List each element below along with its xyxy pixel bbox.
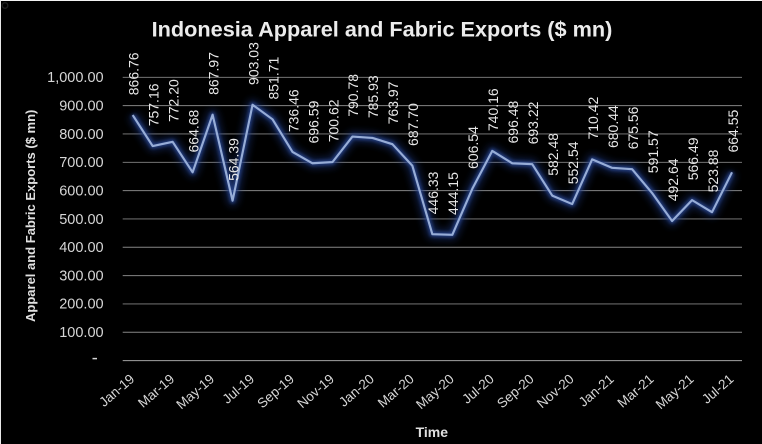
svg-text:740.16: 740.16 — [485, 88, 501, 131]
svg-text:492.64: 492.64 — [665, 158, 681, 201]
svg-text:1,000.00: 1,000.00 — [47, 70, 103, 86]
svg-text:696.48: 696.48 — [505, 100, 521, 143]
svg-text:785.93: 785.93 — [365, 75, 381, 118]
svg-text:800.00: 800.00 — [59, 127, 103, 143]
svg-text:100.00: 100.00 — [59, 325, 103, 341]
svg-text:664.55: 664.55 — [725, 109, 741, 152]
svg-text:687.70: 687.70 — [405, 103, 421, 146]
svg-text:867.97: 867.97 — [205, 52, 221, 95]
svg-text:710.42: 710.42 — [585, 97, 601, 140]
svg-text:Indonesia Apparel and Fabric E: Indonesia Apparel and Fabric Exports ($ … — [152, 16, 613, 41]
svg-text:446.33: 446.33 — [425, 171, 441, 214]
svg-text:606.54: 606.54 — [465, 126, 481, 169]
svg-text:564.39: 564.39 — [225, 138, 241, 181]
svg-text:552.54: 552.54 — [565, 141, 581, 184]
svg-text:696.59: 696.59 — [305, 100, 321, 143]
svg-text:790.78: 790.78 — [345, 74, 361, 117]
svg-text:Apparel and Fabric Exports ($: Apparel and Fabric Exports ($ mn) — [23, 110, 38, 322]
svg-text:566.49: 566.49 — [685, 137, 701, 180]
svg-text:736.46: 736.46 — [285, 89, 301, 132]
svg-text:903.03: 903.03 — [245, 42, 261, 85]
svg-text:300.00: 300.00 — [59, 268, 103, 284]
svg-text:763.97: 763.97 — [385, 81, 401, 124]
svg-text:772.20: 772.20 — [165, 79, 181, 122]
svg-text:600.00: 600.00 — [59, 183, 103, 199]
svg-text:900.00: 900.00 — [59, 98, 103, 114]
svg-text:591.57: 591.57 — [645, 130, 661, 173]
svg-text:700.62: 700.62 — [325, 99, 341, 142]
svg-text:200.00: 200.00 — [59, 297, 103, 313]
svg-text:851.71: 851.71 — [265, 56, 281, 99]
svg-text:675.56: 675.56 — [625, 106, 641, 149]
svg-text:757.16: 757.16 — [145, 83, 161, 126]
svg-text:523.88: 523.88 — [705, 149, 721, 192]
svg-text:693.22: 693.22 — [525, 101, 541, 144]
svg-text:444.15: 444.15 — [445, 172, 461, 215]
svg-text:680.44: 680.44 — [605, 105, 621, 148]
svg-text:700.00: 700.00 — [59, 155, 103, 171]
svg-text:500.00: 500.00 — [59, 212, 103, 228]
svg-text:Time: Time — [416, 424, 449, 440]
svg-text:866.76: 866.76 — [125, 52, 141, 95]
svg-text:664.68: 664.68 — [185, 109, 201, 152]
svg-text:582.48: 582.48 — [545, 133, 561, 176]
svg-text:400.00: 400.00 — [59, 240, 103, 256]
